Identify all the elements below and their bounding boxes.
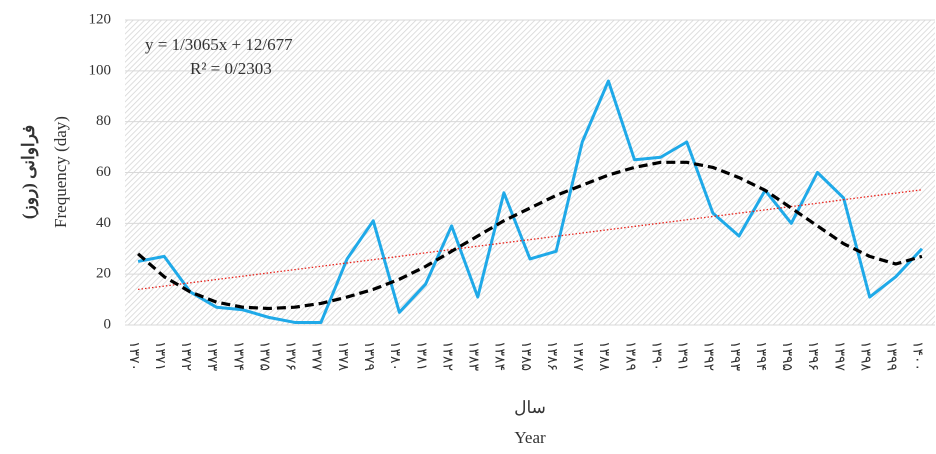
x-tick-label: ۱۳۸۵ <box>518 341 533 371</box>
x-tick-label: ۱۳۷۲ <box>178 341 193 371</box>
annotation: R² = 0/2303 <box>190 59 272 78</box>
x-tick-label: ۱۳۹۳ <box>727 341 742 372</box>
x-tick-label: ۱۳۷۱ <box>152 341 167 371</box>
x-tick-label: ۱۳۸۰ <box>387 341 402 371</box>
x-tick-label: ۱۳۹۱ <box>675 341 690 371</box>
x-tick-label: ۱۳۷۷ <box>309 341 324 372</box>
y-tick-label: 0 <box>104 316 112 332</box>
x-tick-label: ۱۳۹۶ <box>805 341 820 371</box>
series-line <box>137 79 924 324</box>
y-tick-label: 20 <box>96 266 111 282</box>
annotation: y = 1/3065x + 12/677 <box>145 35 293 54</box>
x-tick-label: ۱۳۷۴ <box>230 341 245 371</box>
x-tick-label: ۱۳۹۴ <box>753 341 768 371</box>
y-axis-label: فراوانی (روز) <box>19 125 39 219</box>
x-tick-label: ۱۳۹۸ <box>857 341 872 372</box>
y-tick-label: 100 <box>89 62 112 78</box>
x-tick-label: ۱۳۸۷ <box>570 341 585 372</box>
x-tick-label: ۱۳۸۴ <box>492 341 507 371</box>
x-tick-label: ۱۳۸۱ <box>413 341 428 371</box>
x-tick-label: ۱۳۷۰ <box>126 341 141 371</box>
x-tick-label: ۱۳۹۰ <box>648 341 663 371</box>
x-tick-label: ۱۳۸۳ <box>466 341 481 372</box>
x-tick-label: ۱۳۸۲ <box>439 341 454 371</box>
x-tick-label: ۱۴۰۰ <box>910 341 925 371</box>
x-tick-label: ۱۳۷۸ <box>335 341 350 372</box>
x-tick-label: ۱۳۹۹ <box>884 341 899 371</box>
x-tick-label: ۱۳۷۵ <box>256 341 271 371</box>
x-axis-label: سال <box>514 398 546 417</box>
x-tick-label: ۱۳۷۶ <box>283 341 298 371</box>
x-tick-label: ۱۳۹۵ <box>779 341 794 371</box>
y-tick-label: 40 <box>96 215 111 231</box>
series-line <box>137 160 923 311</box>
x-tick-label: ۱۳۸۹ <box>622 341 637 371</box>
x-tick-label: ۱۳۸۸ <box>596 341 611 372</box>
y-tick-label: 60 <box>96 164 111 180</box>
y-axis-label: Frequency (day) <box>51 116 70 228</box>
x-tick-label: ۱۳۷۹ <box>361 341 376 371</box>
x-tick-label: ۱۳۹۲ <box>701 341 716 371</box>
x-tick-label: ۱۳۹۷ <box>831 341 846 372</box>
y-tick-label: 80 <box>96 113 111 129</box>
x-tick-label: ۱۳۸۶ <box>544 341 559 371</box>
x-axis-label: Year <box>514 428 546 447</box>
y-tick-label: 120 <box>89 11 112 27</box>
x-tick-label: ۱۳۷۳ <box>204 341 219 372</box>
